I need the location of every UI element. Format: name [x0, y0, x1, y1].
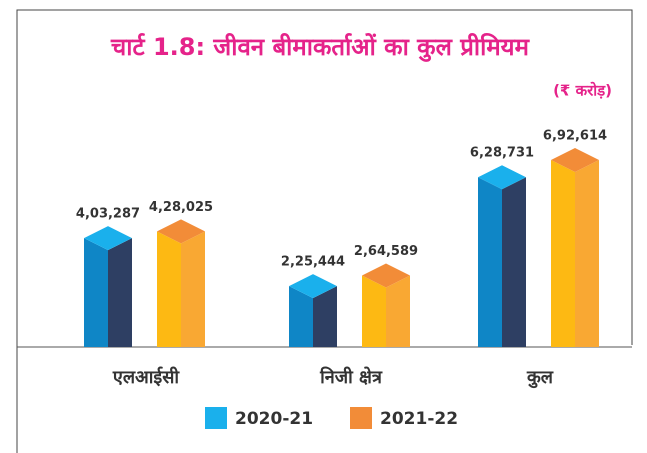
bar-side	[181, 231, 205, 347]
bar-side	[108, 238, 132, 347]
x-tick-label: निजी क्षेत्र	[319, 366, 383, 388]
bar-side	[313, 286, 337, 347]
bar-front	[84, 238, 108, 347]
x-tick-label: कुल	[526, 367, 554, 389]
bar-front	[478, 177, 502, 347]
bar-front	[362, 275, 386, 347]
value-label: 4,03,287	[76, 207, 140, 222]
bar-front	[157, 231, 181, 347]
bar-front	[289, 286, 313, 347]
bar-top	[157, 219, 205, 244]
x-tick-label: एलआईसी	[112, 366, 181, 388]
chart-subtitle: (₹ करोड़)	[553, 82, 612, 100]
value-label: 2,25,444	[281, 255, 345, 270]
bar-front	[551, 159, 575, 347]
legend-label: 2021-22	[380, 409, 458, 429]
value-label: 6,28,731	[470, 146, 534, 161]
value-label: 4,28,025	[149, 200, 213, 215]
bar-top	[551, 147, 599, 172]
bar-top	[289, 274, 337, 299]
bar-side	[502, 177, 526, 347]
bar-top	[478, 165, 526, 190]
bar-side	[386, 275, 410, 347]
bar-side	[575, 159, 599, 347]
bar-top	[362, 263, 410, 288]
bar-top	[84, 226, 132, 251]
legend-label: 2020-21	[235, 409, 313, 429]
legend-swatch	[350, 407, 372, 429]
legend-swatch	[205, 407, 227, 429]
value-label: 2,64,589	[354, 244, 418, 259]
frame	[16, 9, 633, 453]
value-label: 6,92,614	[543, 128, 607, 143]
chart-title: चार्ट 1.8: जीवन बीमाकर्ताओं का कुल प्रीम…	[110, 33, 531, 62]
